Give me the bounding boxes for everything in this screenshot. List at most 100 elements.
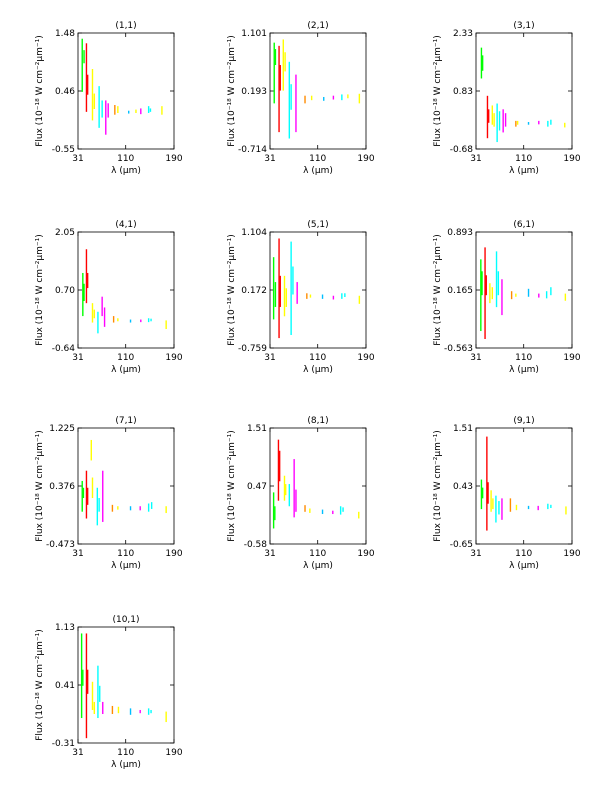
y-axis-label: Flux (10⁻¹⁸ W cm⁻²μm⁻¹) bbox=[433, 234, 443, 346]
y-tick-label: -0.58 bbox=[244, 540, 268, 550]
y-tick-label: 0.41 bbox=[55, 681, 75, 691]
x-axis-label: λ (μm) bbox=[509, 365, 539, 375]
y-tick-label: -0.31 bbox=[52, 739, 75, 749]
x-tick-label: 31 bbox=[470, 154, 481, 164]
y-tick-label: 0.165 bbox=[447, 286, 473, 296]
y-axis-label: Flux (10⁻¹⁸ W cm⁻²μm⁻¹) bbox=[35, 35, 45, 147]
x-tick-label: 110 bbox=[117, 549, 134, 559]
y-tick-label: -0.563 bbox=[444, 344, 473, 354]
chart-title: (4,1) bbox=[115, 220, 136, 230]
x-tick-label: 190 bbox=[563, 353, 580, 363]
x-axis-label: λ (μm) bbox=[509, 166, 539, 176]
x-tick-label: 110 bbox=[117, 353, 134, 363]
x-tick-label: 110 bbox=[117, 748, 134, 758]
x-tick-label: 190 bbox=[165, 549, 182, 559]
x-tick-label: 31 bbox=[72, 154, 83, 164]
y-tick-label: -0.65 bbox=[450, 540, 473, 550]
x-tick-label: 31 bbox=[264, 154, 275, 164]
chart-title: (5,1) bbox=[307, 220, 328, 230]
x-tick-label: 31 bbox=[470, 353, 481, 363]
y-tick-label: -0.714 bbox=[238, 145, 267, 155]
y-axis-label: Flux (10⁻¹⁸ W cm⁻²μm⁻¹) bbox=[227, 430, 237, 542]
chart-panel: (7,1) -0.473 0.376 1.225 31 110 190 λ (μm) Flux … bbox=[35, 416, 183, 571]
y-tick-label: 1.225 bbox=[49, 424, 75, 434]
plot-frame bbox=[269, 32, 367, 150]
chart-panel: (3,1) -0.68 0.83 2.33 31 110 190 λ (μm) Flux (10… bbox=[433, 21, 581, 176]
y-axis-label: Flux (10⁻¹⁸ W cm⁻²μm⁻¹) bbox=[227, 35, 237, 147]
y-tick-label: 0.43 bbox=[453, 482, 473, 492]
chart-title: (8,1) bbox=[307, 416, 328, 426]
x-tick-label: 190 bbox=[563, 549, 580, 559]
y-tick-label: 0.70 bbox=[55, 286, 75, 296]
x-tick-label: 110 bbox=[309, 154, 326, 164]
x-tick-label: 31 bbox=[264, 353, 275, 363]
x-axis-label: λ (μm) bbox=[111, 561, 141, 571]
x-axis-label: λ (μm) bbox=[303, 561, 333, 571]
chart-title: (7,1) bbox=[115, 416, 136, 426]
y-axis-label: Flux (10⁻¹⁸ W cm⁻²μm⁻¹) bbox=[227, 234, 237, 346]
y-tick-label: 1.13 bbox=[55, 623, 75, 633]
x-axis-label: λ (μm) bbox=[303, 365, 333, 375]
x-tick-label: 31 bbox=[264, 549, 275, 559]
x-tick-label: 190 bbox=[357, 154, 374, 164]
y-tick-label: 0.83 bbox=[453, 87, 473, 97]
x-tick-label: 190 bbox=[357, 549, 374, 559]
chart-panel: (5,1) -0.759 0.172 1.104 31 110 190 λ (μm) Flux … bbox=[227, 220, 375, 375]
x-tick-label: 110 bbox=[309, 353, 326, 363]
y-tick-label: 0.46 bbox=[55, 87, 75, 97]
y-tick-label: 1.51 bbox=[453, 424, 473, 434]
y-tick-label: 2.33 bbox=[453, 29, 473, 39]
x-tick-label: 110 bbox=[515, 549, 532, 559]
x-tick-label: 110 bbox=[515, 154, 532, 164]
chart-panel: (10,1) -0.31 0.41 1.13 31 110 190 λ (μm) Flux (1… bbox=[35, 615, 183, 770]
x-tick-label: 190 bbox=[357, 353, 374, 363]
y-axis-label: Flux (10⁻¹⁸ W cm⁻²μm⁻¹) bbox=[433, 430, 443, 542]
chart-title: (2,1) bbox=[307, 21, 328, 31]
x-axis-label: λ (μm) bbox=[111, 365, 141, 375]
y-tick-label: -0.68 bbox=[450, 145, 474, 155]
x-tick-label: 110 bbox=[515, 353, 532, 363]
x-tick-label: 110 bbox=[309, 549, 326, 559]
y-axis-label: Flux (10⁻¹⁸ W cm⁻²μm⁻¹) bbox=[433, 35, 443, 147]
x-tick-label: 190 bbox=[165, 154, 182, 164]
y-tick-label: -0.759 bbox=[238, 344, 267, 354]
y-axis-label: Flux (10⁻¹⁸ W cm⁻²μm⁻¹) bbox=[35, 430, 45, 542]
x-tick-label: 31 bbox=[72, 353, 83, 363]
chart-title: (6,1) bbox=[513, 220, 534, 230]
y-tick-label: -0.64 bbox=[52, 344, 76, 354]
y-tick-label: -0.55 bbox=[52, 145, 75, 155]
x-tick-label: 31 bbox=[470, 549, 481, 559]
x-tick-label: 31 bbox=[72, 549, 83, 559]
x-tick-label: 190 bbox=[165, 748, 182, 758]
y-tick-label: 0.172 bbox=[241, 286, 267, 296]
chart-panel: (2,1) -0.714 0.193 1.101 31 110 190 λ (μm) Flux … bbox=[227, 21, 375, 176]
y-axis-label: Flux (10⁻¹⁸ W cm⁻²μm⁻¹) bbox=[35, 629, 45, 741]
y-tick-label: 0.47 bbox=[247, 482, 267, 492]
y-tick-label: 2.05 bbox=[55, 228, 75, 238]
chart-panel: (9,1) -0.65 0.43 1.51 31 110 190 λ (μm) Flux (10… bbox=[433, 416, 581, 571]
y-tick-label: 0.376 bbox=[49, 482, 75, 492]
y-tick-label: 1.104 bbox=[241, 228, 267, 238]
x-axis-label: λ (μm) bbox=[111, 760, 141, 770]
plot-frame bbox=[475, 427, 573, 545]
y-tick-label: 1.51 bbox=[247, 424, 267, 434]
plot-frame bbox=[475, 32, 573, 150]
y-tick-label: -0.473 bbox=[46, 540, 75, 550]
chart-title: (10,1) bbox=[112, 615, 139, 625]
chart-panel: (8,1) -0.58 0.47 1.51 31 110 190 λ (μm) Flux (10… bbox=[227, 416, 375, 571]
x-axis-label: λ (μm) bbox=[111, 166, 141, 176]
x-tick-label: 190 bbox=[165, 353, 182, 363]
chart-title: (1,1) bbox=[115, 21, 136, 31]
chart-title: (9,1) bbox=[513, 416, 534, 426]
x-tick-label: 110 bbox=[117, 154, 134, 164]
plot-frame bbox=[77, 231, 175, 349]
chart-panel: (4,1) -0.64 0.70 2.05 31 110 190 λ (μm) Flux (10… bbox=[35, 220, 183, 375]
y-axis-label: Flux (10⁻¹⁸ W cm⁻²μm⁻¹) bbox=[35, 234, 45, 346]
chart-title: (3,1) bbox=[513, 21, 534, 31]
chart-panel: (6,1) -0.563 0.165 0.893 31 110 190 λ (μm) Flux … bbox=[433, 220, 581, 375]
y-tick-label: 1.48 bbox=[55, 29, 75, 39]
chart-panel: (1,1) -0.55 0.46 1.48 31 110 190 λ (μm) Flux (10… bbox=[35, 21, 183, 176]
x-tick-label: 31 bbox=[72, 748, 83, 758]
x-axis-label: λ (μm) bbox=[509, 561, 539, 571]
